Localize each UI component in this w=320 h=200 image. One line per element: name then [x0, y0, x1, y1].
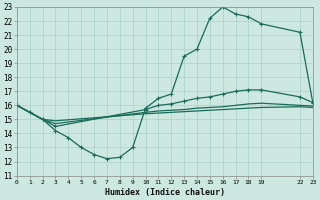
X-axis label: Humidex (Indice chaleur): Humidex (Indice chaleur) [105, 188, 225, 197]
